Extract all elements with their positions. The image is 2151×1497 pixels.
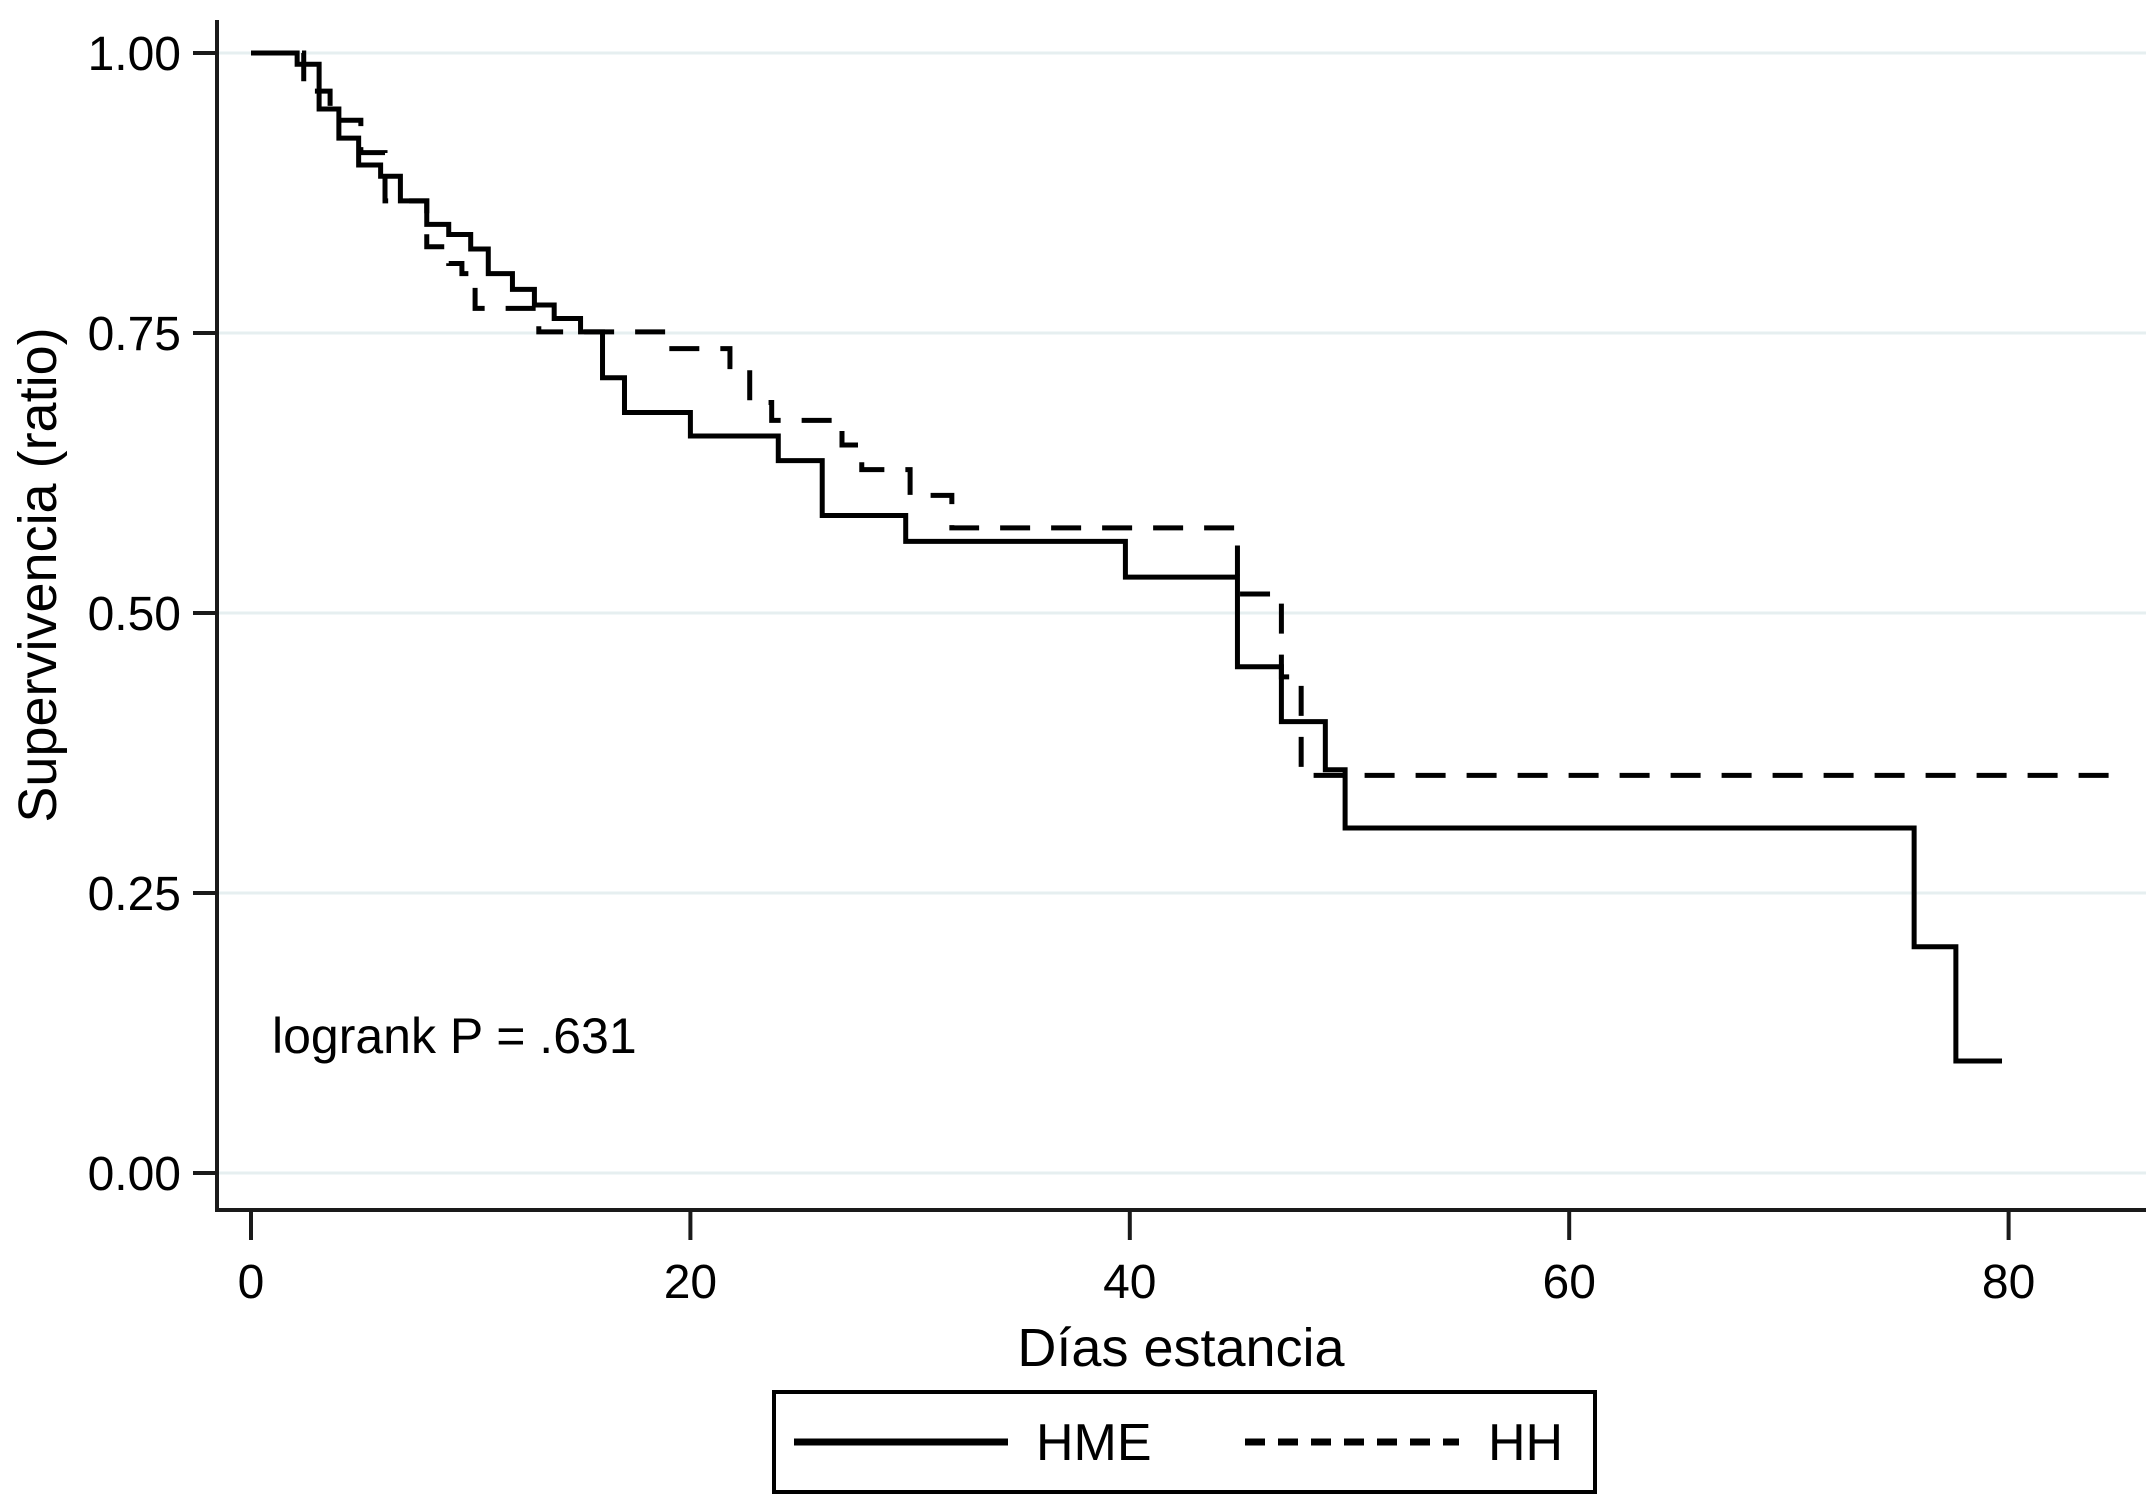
y-tick-label: 0.75 <box>88 308 181 361</box>
series-line-hh <box>251 50 2110 778</box>
x-tick-label: 20 <box>664 1256 717 1309</box>
x-tick-label: 80 <box>1982 1256 2035 1309</box>
x-tick-label: 40 <box>1103 1256 1156 1309</box>
legend-label-hh: HH <box>1488 1414 1563 1472</box>
y-tick-label: 0.25 <box>88 868 181 921</box>
y-tick-label: 0.00 <box>88 1148 181 1201</box>
x-tick-label: 60 <box>1543 1256 1596 1309</box>
y-tick-label: 1.00 <box>88 28 181 81</box>
x-axis-title: Días estancia <box>1017 1318 1345 1378</box>
series-line-hme <box>251 50 2003 1064</box>
series-lines <box>251 50 2110 1064</box>
gridlines <box>217 51 2146 1175</box>
y-axis-title: Supervivencia (ratio) <box>8 327 68 822</box>
x-ticks: 0 20 40 60 80 <box>238 1210 2035 1309</box>
x-tick-label: 0 <box>238 1256 265 1309</box>
y-ticks: 0.00 0.25 0.50 0.75 1.00 <box>88 28 217 1201</box>
legend: HME HH <box>772 1390 1597 1494</box>
legend-label-hme: HME <box>1036 1414 1152 1472</box>
logrank-annotation: logrank P = .631 <box>272 1008 637 1064</box>
y-tick-label: 0.50 <box>88 588 181 641</box>
